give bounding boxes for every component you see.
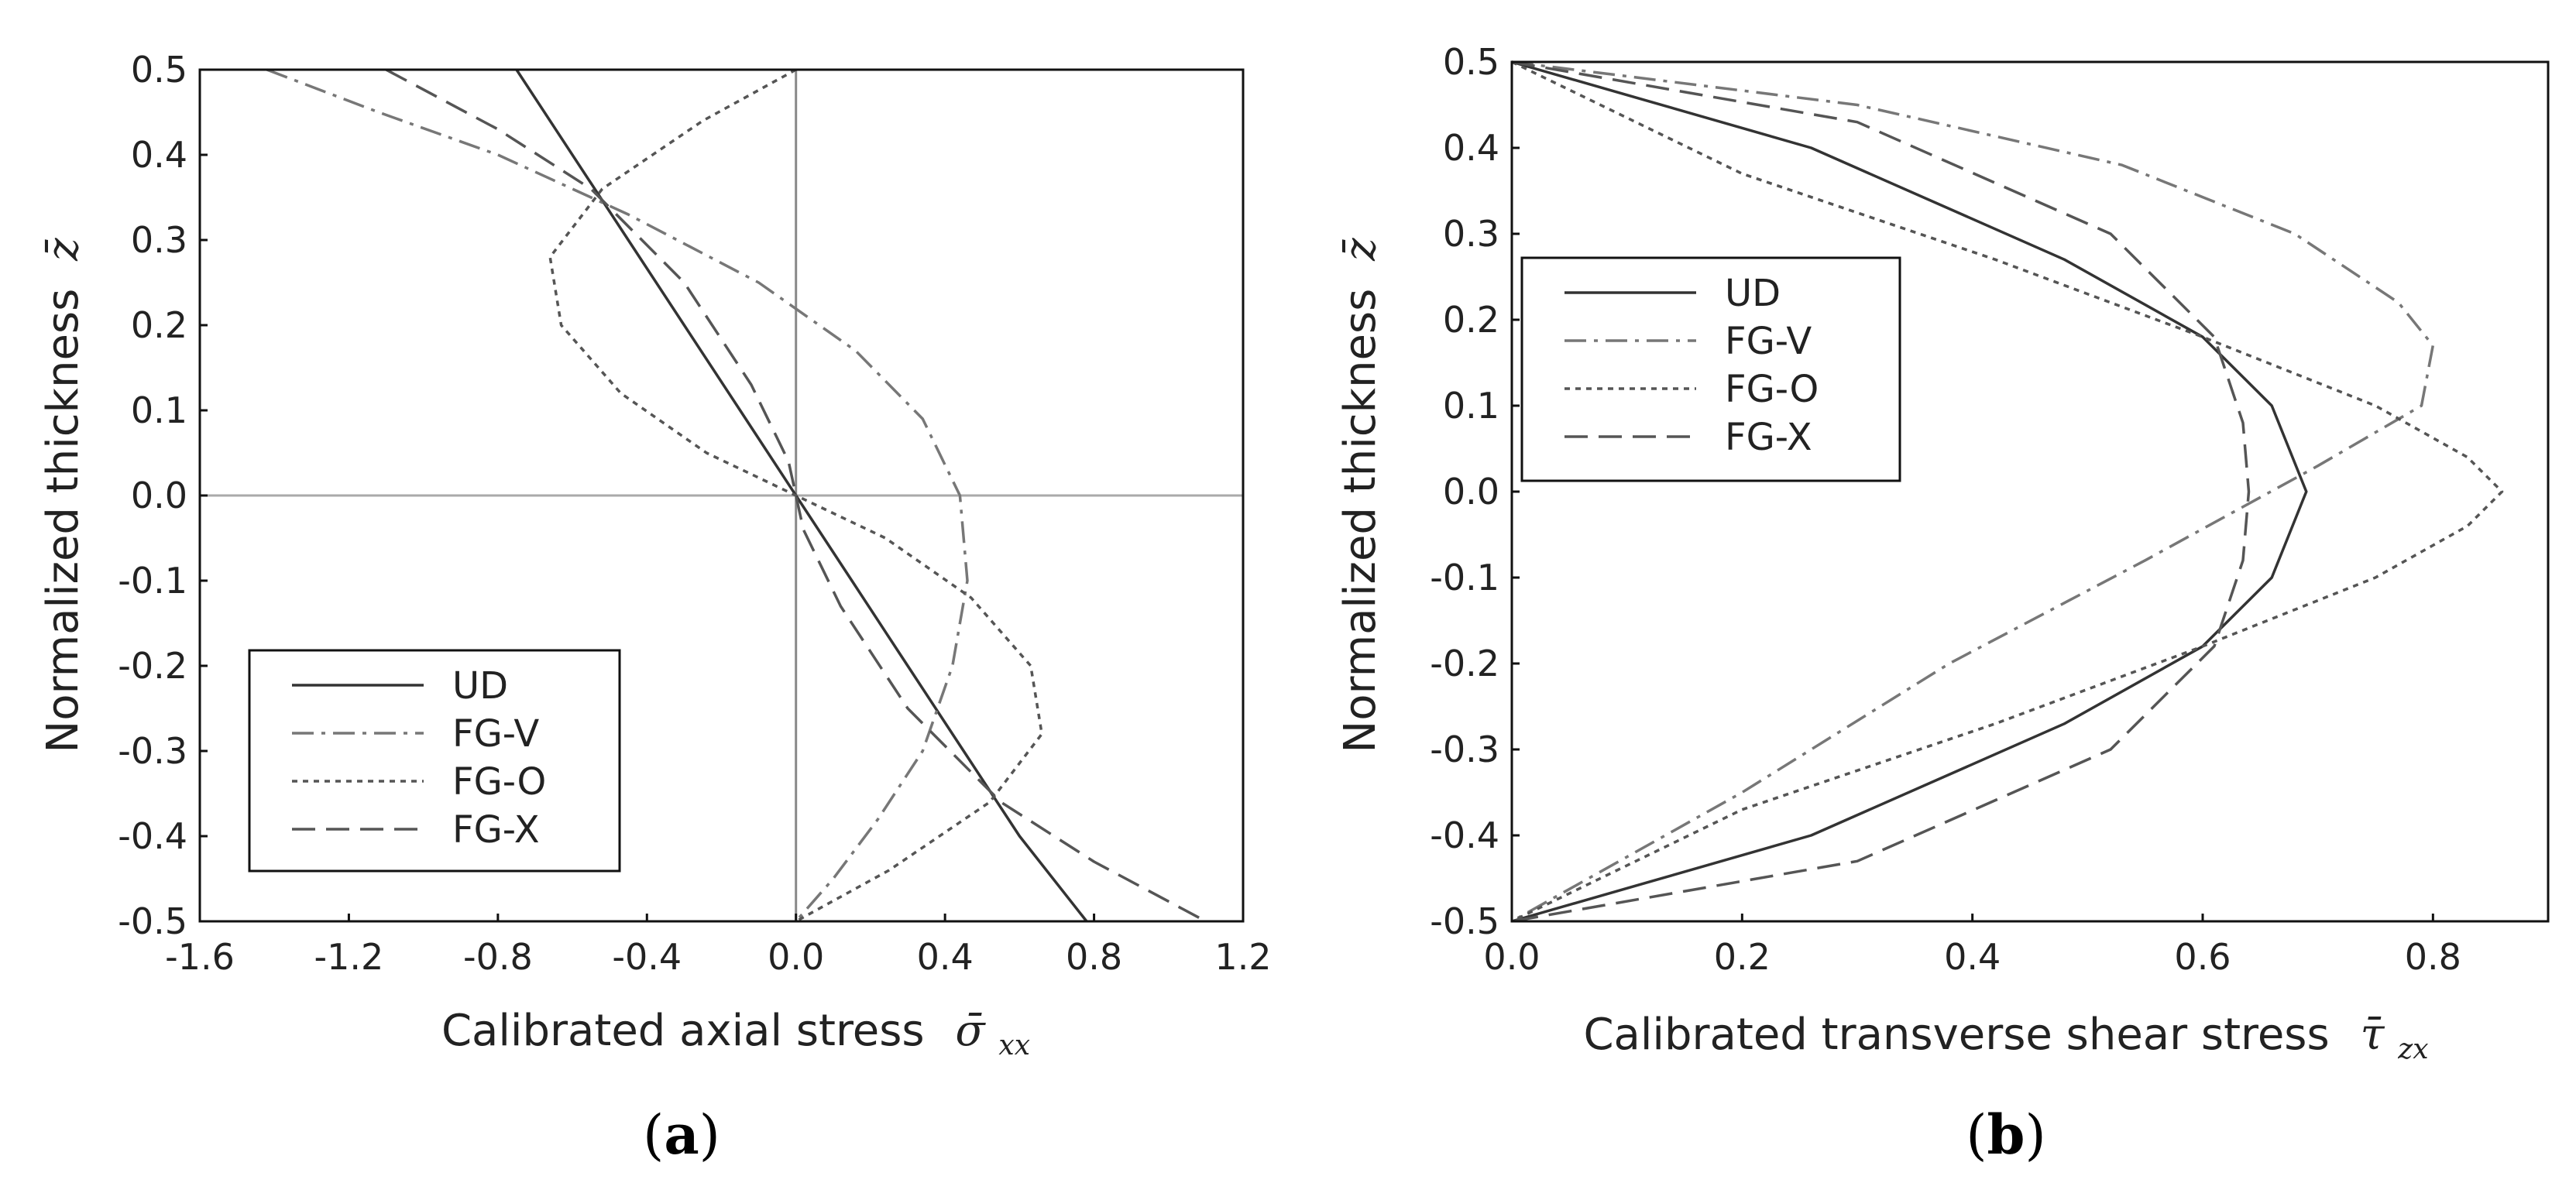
y-tick-label: 0.0 — [131, 475, 187, 516]
x-tick-label: 0.2 — [1714, 936, 1771, 978]
panel-a-y-axis-label: Normalized thickness z̄ — [38, 238, 88, 753]
panel-a-label-letter: a — [664, 1102, 699, 1167]
panel-a-y-axis-symbol: z̄ — [38, 238, 88, 262]
y-tick-label: 0.3 — [131, 219, 187, 261]
panel-b-y-ticks: 0.5 0.4 0.3 0.2 0.1 0.0 -0.1 -0.2 -0.3 -0.4 -0.5 — [1430, 41, 1520, 942]
y-tick-label: 0.1 — [131, 389, 187, 431]
x-tick-label: 1.2 — [1214, 936, 1271, 978]
y-tick-label: 0.2 — [131, 304, 187, 346]
legend-box — [1520, 256, 1901, 482]
legend-label-fg-o: FG-O — [452, 760, 546, 804]
y-tick-label: 0.2 — [1443, 299, 1499, 341]
y-tick-label: 0.4 — [1443, 127, 1499, 169]
panel-a-y-axis-label-text: Normalized thickness — [38, 289, 88, 753]
panel-b-x-axis-symbol: τ̄ — [2360, 1010, 2385, 1060]
legend-label-fg-v: FG-V — [452, 712, 539, 756]
y-tick-label: -0.3 — [118, 730, 187, 772]
y-tick-label: 0.1 — [1443, 385, 1499, 427]
chart-panel-b: 0.0 0.2 0.4 0.6 0.8 0.5 0.4 0.3 0.2 0.1 0.0 -0.1 -0… — [1335, 41, 2550, 1167]
y-tick-label: -0.3 — [1430, 729, 1499, 770]
x-tick-label: 0.0 — [768, 936, 824, 978]
x-tick-label: -1.2 — [314, 936, 384, 978]
panel-b-label-letter: b — [1987, 1102, 2025, 1167]
panel-b-y-axis-label-text: Normalized thickness — [1335, 289, 1386, 753]
panel-b-x-axis-label: Calibrated transverse shear stress τ̄ zx — [1583, 1010, 2428, 1065]
y-tick-label: 0.4 — [131, 134, 187, 176]
legend-label-fg-o: FG-O — [1725, 368, 1819, 411]
series-line-ud — [1511, 60, 2308, 923]
y-tick-label: 0.0 — [1443, 471, 1499, 513]
series-line-fg-x — [1511, 60, 2251, 923]
panel-b-x-axis-label-text: Calibrated transverse shear stress — [1583, 1010, 2329, 1060]
y-tick-label: -0.4 — [1430, 814, 1499, 856]
x-tick-label: 0.0 — [1483, 936, 1540, 978]
y-tick-label: 0.5 — [1443, 41, 1499, 83]
series-line-fg-o — [1511, 60, 2504, 923]
legend-label-fg-x: FG-X — [1725, 416, 1812, 459]
y-tick-label: 0.5 — [131, 49, 187, 91]
panel-b-label: (b) — [1966, 1102, 2046, 1167]
x-tick-label: -0.4 — [612, 936, 682, 978]
panel-a-label: (a) — [643, 1102, 720, 1167]
y-tick-label: -0.1 — [1430, 557, 1499, 598]
panel-b-series — [1511, 60, 2504, 923]
panel-a-x-axis-label: Calibrated axial stress σ̄ xx — [441, 1006, 1030, 1061]
panel-a-x-ticks: -1.6 -1.2 -0.8 -0.4 0.0 0.4 0.8 1.2 — [165, 914, 1272, 978]
y-tick-label: -0.5 — [118, 900, 187, 942]
panel-a-x-axis-label-text: Calibrated axial stress — [441, 1006, 925, 1056]
x-tick-label: 0.8 — [1066, 936, 1122, 978]
panel-b-x-ticks: 0.0 0.2 0.4 0.6 0.8 — [1483, 914, 2461, 978]
y-tick-label: -0.2 — [1430, 643, 1499, 684]
x-tick-label: 0.4 — [917, 936, 974, 978]
y-tick-label: -0.4 — [118, 815, 187, 857]
legend-label-ud: UD — [1725, 272, 1781, 315]
x-tick-label: -1.6 — [165, 936, 235, 978]
x-tick-label: 0.8 — [2405, 936, 2461, 978]
legend-label-ud: UD — [452, 664, 508, 708]
panel-b-y-axis-label: Normalized thickness z̄ — [1335, 238, 1386, 753]
series-line-fg-v — [266, 68, 969, 923]
x-tick-label: 0.6 — [2174, 936, 2231, 978]
y-tick-label: -0.5 — [1430, 900, 1499, 942]
y-tick-label: -0.2 — [118, 645, 187, 687]
chart-panel-a: -1.6 -1.2 -0.8 -0.4 0.0 0.4 0.8 1.2 0.50.40.30.… — [38, 49, 1272, 1167]
series-line-fg-v — [1511, 60, 2435, 923]
legend-box — [248, 649, 621, 873]
panel-a-y-ticks: 0.5 0.4 0.3 0.2 0.1 0.0 -0.1 -0.2 -0.3 -0.4 -0.5 — [118, 49, 208, 942]
panel-b-x-axis-symbol-sub: zx — [2397, 1034, 2428, 1065]
legend-label-fg-x: FG-X — [452, 808, 540, 852]
panel-a-series — [266, 68, 1207, 923]
x-tick-label: -0.8 — [463, 936, 533, 978]
panel-b-y-axis-symbol: z̄ — [1335, 238, 1386, 262]
legend-label-fg-v: FG-V — [1725, 320, 1812, 363]
y-tick-label: -0.1 — [118, 560, 187, 602]
y-tick-label: 0.3 — [1443, 213, 1499, 255]
series-line-fg-o — [548, 68, 1043, 923]
x-tick-label: 0.4 — [1944, 936, 2001, 978]
panel-a-x-axis-symbol: σ̄ — [955, 1006, 986, 1056]
panel-a-x-axis-symbol-sub: xx — [998, 1030, 1030, 1061]
panel-b-legend: UD FG-V FG-O FG-X — [1520, 256, 1901, 482]
